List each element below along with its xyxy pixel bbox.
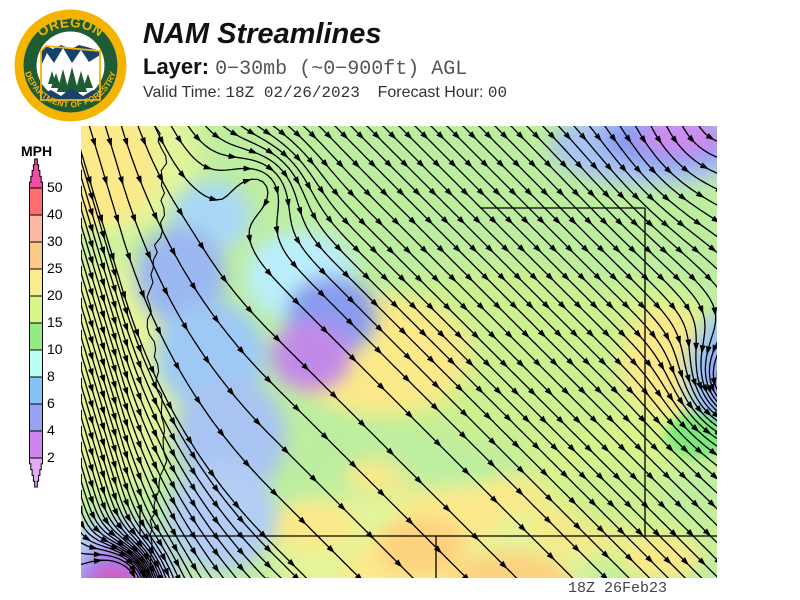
svg-text:8: 8 bbox=[47, 368, 55, 384]
svg-text:10: 10 bbox=[47, 341, 63, 357]
svg-text:30: 30 bbox=[47, 233, 63, 249]
svg-text:2: 2 bbox=[47, 449, 55, 465]
svg-text:20: 20 bbox=[47, 287, 63, 303]
svg-text:25: 25 bbox=[47, 260, 63, 276]
svg-text:40: 40 bbox=[47, 206, 63, 222]
svg-text:4: 4 bbox=[47, 422, 55, 438]
svg-text:6: 6 bbox=[47, 395, 55, 411]
svg-text:50: 50 bbox=[47, 179, 63, 195]
svg-text:15: 15 bbox=[47, 314, 63, 330]
